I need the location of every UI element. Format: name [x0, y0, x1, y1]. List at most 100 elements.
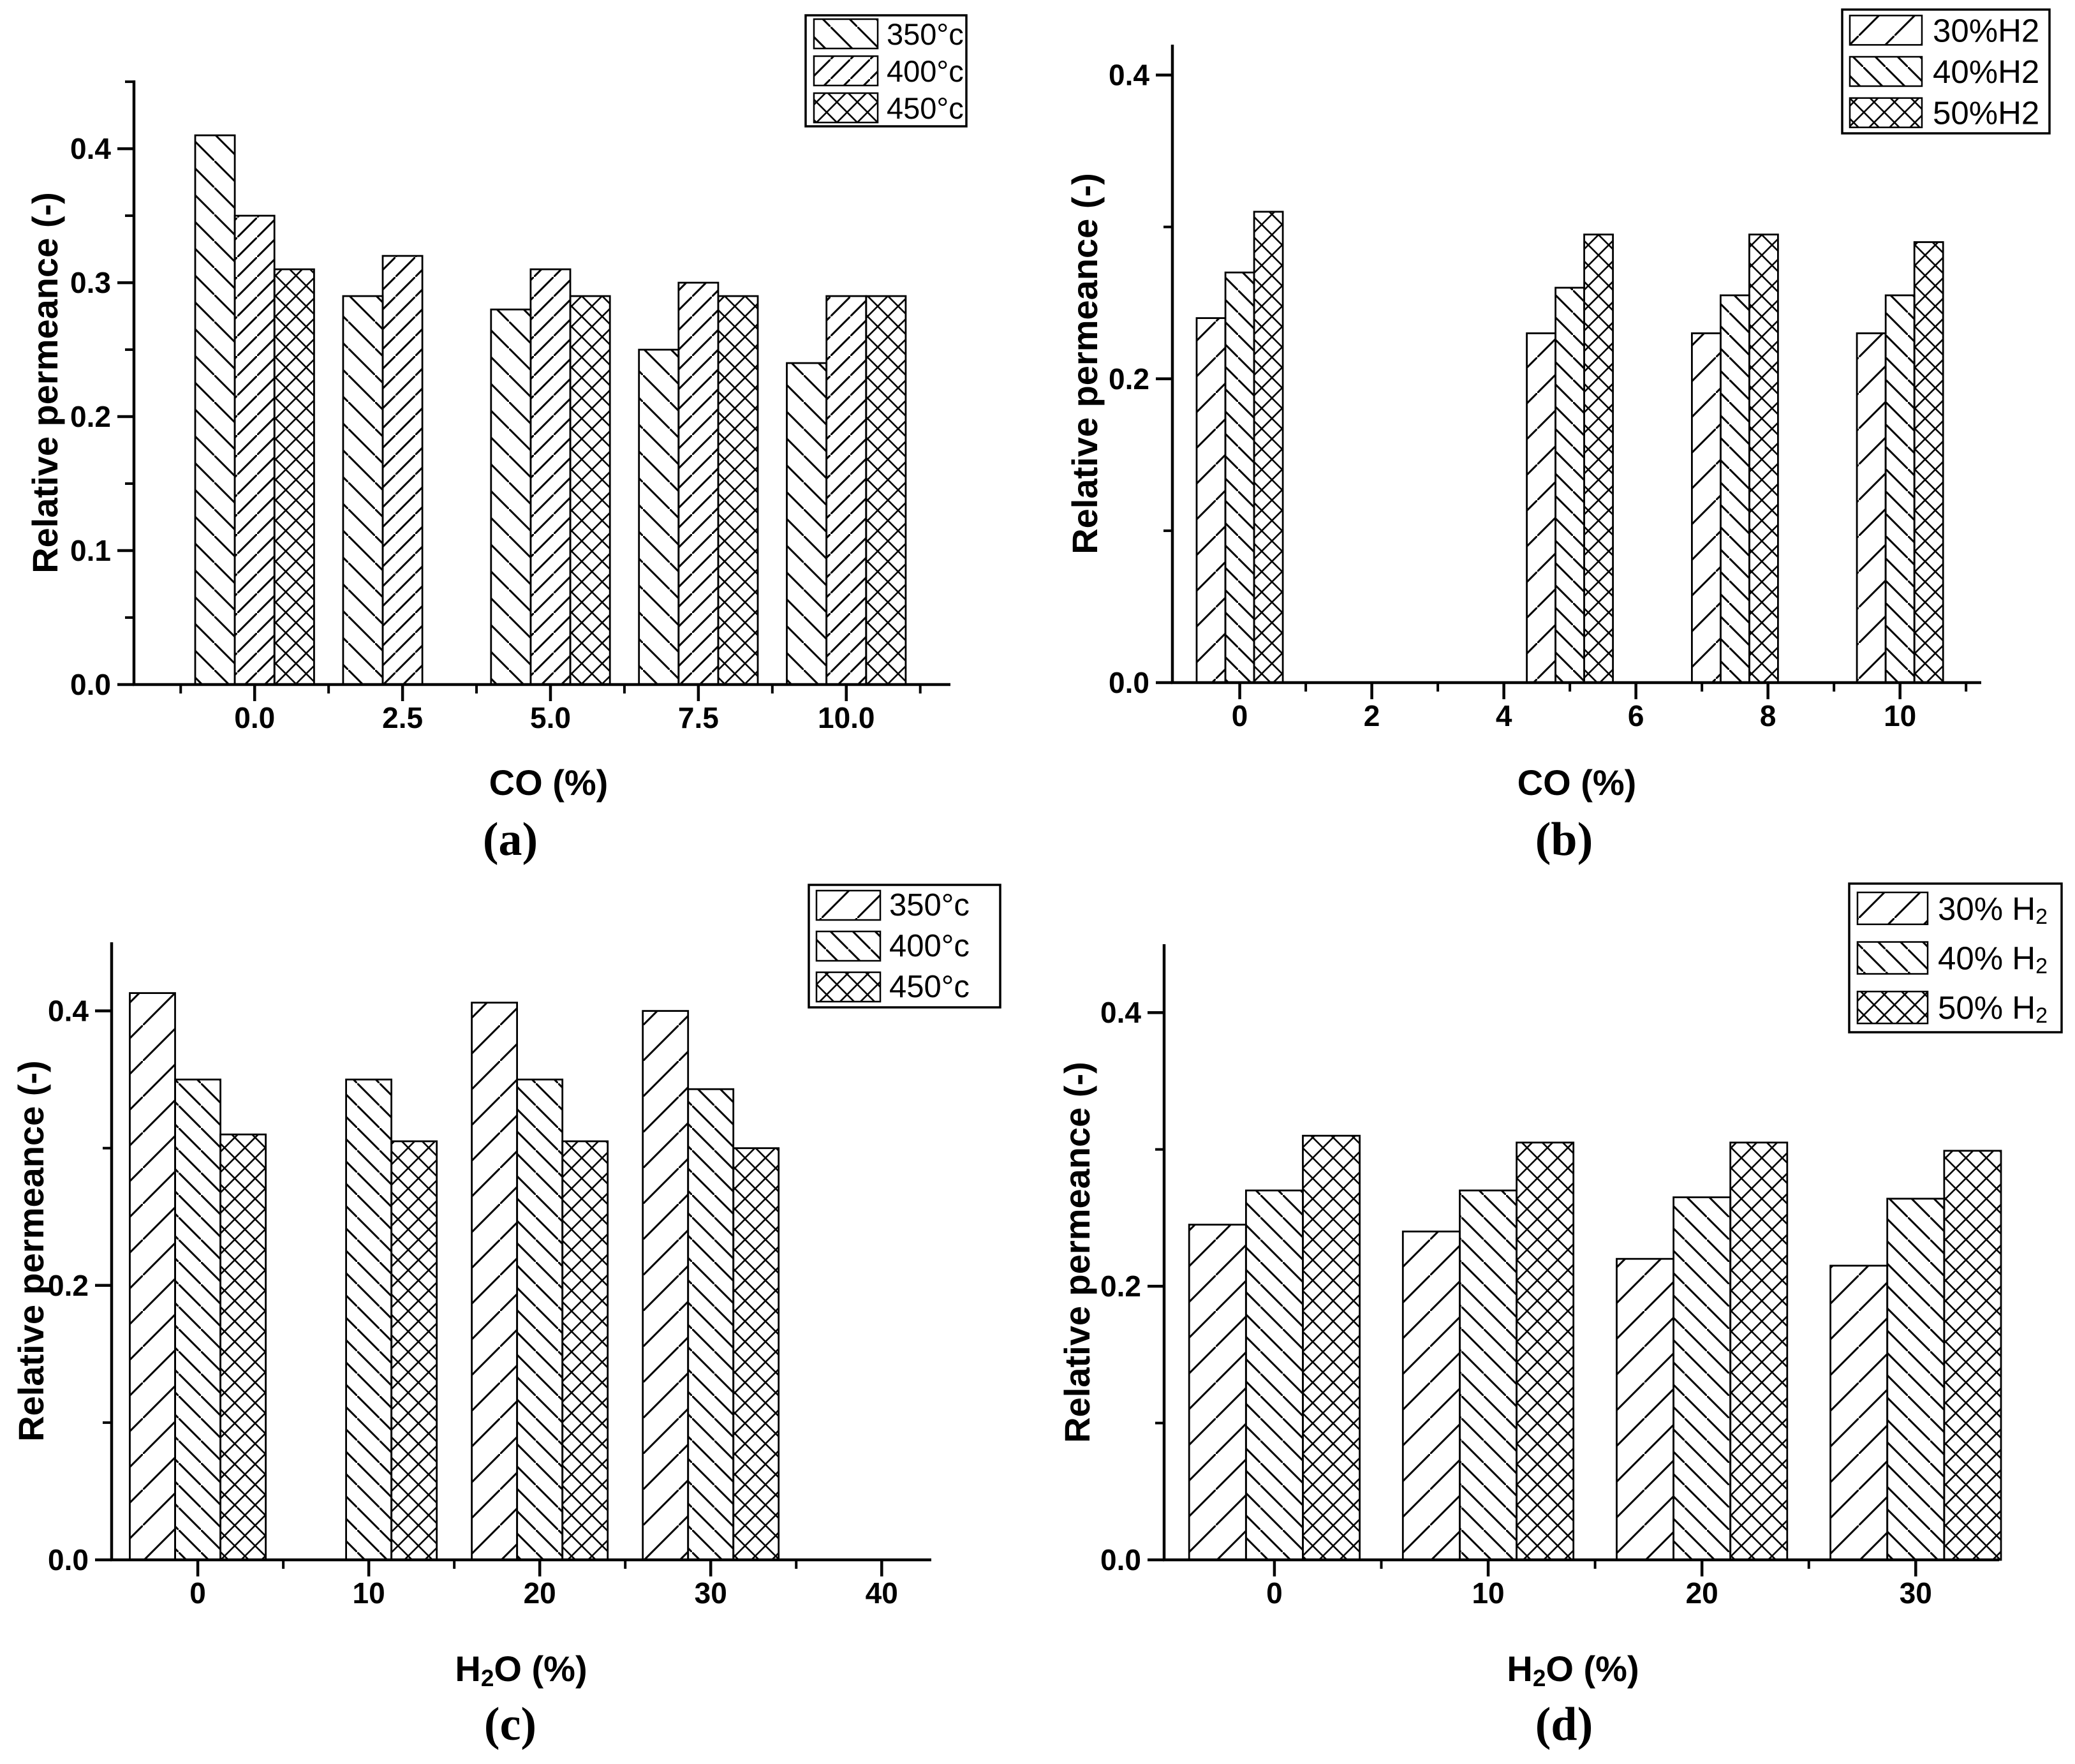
y-tick-label: 0.2 [1100, 1270, 1141, 1303]
legend-label: 400°c [887, 54, 964, 88]
bar-series2-group4 [1884, 294, 1916, 684]
bar-series1-group4 [638, 348, 680, 686]
bar-series1-group3 [1691, 332, 1722, 684]
x-tick-label: 30 [1900, 1576, 1932, 1610]
panel-label: (d) [1535, 1698, 1593, 1751]
x-tick-label: 6 [1628, 699, 1644, 732]
legend-label: 450°c [889, 970, 970, 1004]
bar-series1-group4 [1829, 1264, 1889, 1561]
bar-series3-group2 [1516, 1141, 1575, 1561]
bar-series3-group3 [1748, 233, 1779, 684]
bar-series1-group3 [471, 1002, 518, 1561]
x-tick-label: 20 [524, 1576, 556, 1610]
x-tick-label: 20 [1686, 1576, 1718, 1610]
y-tick-label: 0.2 [48, 1269, 89, 1302]
legend-label: 450°c [887, 91, 964, 125]
bar-series1-group4 [1856, 332, 1887, 684]
chart-svg-d: 0 10 20 30 0.0 0.2 0.4 H2O (%) Relative permeanc… [1057, 882, 2063, 1751]
y-tick-label: 0.4 [70, 132, 111, 165]
y-tick-label: 0.0 [1109, 666, 1149, 699]
legend-swatch [815, 889, 882, 921]
bar-series3-group5 [865, 295, 907, 686]
bar-series3-group3 [1729, 1141, 1789, 1561]
x-tick-label: 4 [1496, 699, 1512, 732]
x-tick-label: 5.0 [530, 701, 571, 734]
legend-swatch [1856, 990, 1929, 1025]
legend-label: 400°c [889, 929, 970, 963]
legend-swatch [1849, 97, 1923, 128]
bar-series2-group2 [1554, 286, 1585, 684]
bar-series3-group4 [732, 1147, 780, 1561]
legend-swatch [815, 971, 882, 1003]
chart-svg-a: 0.0 2.5 5.0 7.5 10.0 0.0 0.1 0.2 0.3 0.4 CO (%) Rel… [25, 14, 968, 866]
y-tick-label: 0.2 [70, 400, 111, 433]
bar-series2-group5 [825, 295, 868, 686]
panel-label: (b) [1535, 813, 1593, 866]
bar-series2-group1 [1244, 1189, 1304, 1561]
bar-series3-group2 [1583, 233, 1614, 684]
legend-swatch [1856, 891, 1929, 926]
bar-series3-group4 [1943, 1150, 2002, 1561]
x-tick-label: 7.5 [678, 701, 719, 734]
x-tick-label: 30 [695, 1576, 727, 1610]
y-axis-title: Relative permeance (-) [25, 192, 65, 574]
bar-series3-group3 [569, 295, 611, 686]
bar-series3-group2 [390, 1140, 438, 1561]
chart-b: 0 2 4 6 8 10 0.0 0.2 0.4 CO (%) Relative permeance… [1037, 0, 2075, 882]
x-tick-label: 40 [866, 1576, 898, 1610]
bar-series2-group3 [1673, 1196, 1732, 1561]
legend-label: 350°c [889, 888, 970, 923]
legend-swatch [813, 92, 879, 124]
bar-series2-group2 [345, 1078, 392, 1561]
legend-swatch [813, 55, 879, 87]
bar-series1-group1 [1195, 317, 1227, 684]
x-tick-label: 10 [353, 1576, 385, 1610]
legend-swatch [1856, 941, 1929, 975]
legend-swatch [1849, 15, 1923, 46]
legend-label: 30% H2 [1938, 890, 2048, 929]
legend-swatch [1849, 56, 1923, 87]
panel-label: (c) [484, 1698, 536, 1751]
y-axis-title: Relative permeance (-) [1065, 173, 1105, 554]
legend-label: 30%H2 [1933, 12, 2039, 48]
bar-series3-group1 [273, 268, 315, 686]
bar-series2-group1 [233, 214, 276, 686]
bar-series2-group4 [677, 281, 720, 686]
legend-swatch [815, 930, 882, 962]
bar-series2-group1 [174, 1078, 222, 1561]
bar-series1-group1 [1188, 1224, 1247, 1561]
bar-series3-group1 [219, 1133, 267, 1561]
x-axis-title: CO (%) [1517, 762, 1637, 803]
legend-label: 50% H2 [1938, 989, 2048, 1028]
y-tick-label: 0.0 [1100, 1543, 1141, 1576]
bar-series3-group1 [1302, 1134, 1361, 1561]
bar-series2-group2 [1459, 1189, 1517, 1561]
bar-series3-group4 [717, 295, 759, 686]
x-tick-label: 2 [1364, 699, 1380, 732]
bar-series2-group4 [687, 1088, 735, 1561]
bar-series2-group3 [516, 1078, 564, 1561]
x-tick-label: 8 [1760, 699, 1776, 732]
bar-series1-group1 [194, 134, 236, 686]
chart-svg-c: 0 10 20 30 40 0.0 0.2 0.4 H2O (%) Relative permea… [11, 884, 1001, 1751]
chart-d: 0 10 20 30 0.0 0.2 0.4 H2O (%) Relative permeanc… [1037, 882, 2075, 1764]
bar-series1-group2 [342, 295, 384, 686]
bar-series2-group4 [1886, 1197, 1946, 1561]
bar-series1-group3 [1616, 1257, 1674, 1561]
x-tick-label: 0 [1266, 1576, 1283, 1610]
y-tick-label: 0.4 [1109, 59, 1149, 92]
bar-series3-group4 [1913, 241, 1944, 684]
legend-label: 50%H2 [1933, 94, 2039, 131]
x-tick-label: 2.5 [382, 701, 423, 734]
y-tick-label: 0.3 [70, 266, 111, 299]
bar-series1-group2 [1401, 1230, 1461, 1561]
chart-svg-b: 0 2 4 6 8 10 0.0 0.2 0.4 CO (%) Relative permeance… [1065, 8, 2051, 866]
chart-a: 0.0 2.5 5.0 7.5 10.0 0.0 0.1 0.2 0.3 0.4 CO (%) Rel… [0, 0, 1038, 882]
bar-series3-group1 [1253, 211, 1284, 684]
y-tick-label: 0.4 [1100, 996, 1141, 1029]
y-axis-title: Relative permeance (-) [11, 1060, 51, 1442]
x-axis-title: H2O (%) [1507, 1649, 1639, 1691]
bar-series1-group3 [490, 308, 532, 686]
bar-series1-group1 [129, 992, 176, 1561]
